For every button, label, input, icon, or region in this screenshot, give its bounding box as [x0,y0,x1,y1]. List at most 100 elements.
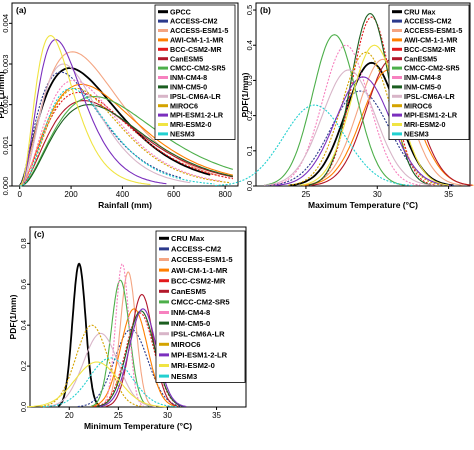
series-line [19,91,234,187]
series-line [264,34,405,186]
legend-entry: BCC-CSM2-MR [171,276,226,285]
legend-entry: ACCESS-ESM1-5 [170,26,228,35]
y-tick-label: 0.4 [19,320,28,330]
legend-entry: MRI-ESM2-0 [404,120,446,129]
x-tick-label: 30 [373,190,382,199]
legend-entry: INM-CM4-8 [171,308,210,317]
chart-panel-1: 0 200 400 600 800 0.000 0.001 0.002 0.003 0.004 (a… [0,2,239,210]
series-line [105,293,179,407]
legend-entry: IPSL-CM6A-LR [170,92,222,101]
legend-entry: AWI-CM-1-1-MR [170,35,224,44]
legend-entry: ACCESS-ESM1-5 [404,26,462,35]
x-tick-label: 25 [114,411,123,420]
y-tick-label: 0.2 [245,110,254,120]
y-tick-label: 0.5 [245,5,254,15]
legend-entry: INM-CM4-8 [404,73,441,82]
legend-entry: MPI-ESM1-2-LR [170,111,224,120]
legend-entry: NESM3 [171,372,197,381]
legend-entry: BCC-CSM2-MR [170,45,222,54]
legend-entry: ACCESS-CM2 [170,17,218,26]
legend-entry: CRU Max [171,234,205,243]
series-line [40,324,144,408]
x-tick-label: 20 [65,411,74,420]
x-axis-label: Rainfall (mm) [98,200,152,210]
series-line [96,310,186,407]
legend-entry: BCC-CSM2-MR [404,45,456,54]
legend-entry: IPSL-CM6A-LR [171,329,225,338]
y-tick-label: 0.003 [1,55,10,74]
series-line [18,67,211,187]
legend-entry: INM-CM4-8 [170,73,207,82]
x-tick-label: 35 [444,190,453,199]
panel-label: (a) [16,5,27,15]
series-line [19,87,215,187]
series-line [288,51,444,186]
series-line [19,104,234,187]
legend-entry: MIROC6 [404,101,432,110]
series-line [90,308,178,407]
legend-box [155,230,246,383]
y-tick-label: 0.6 [19,279,28,289]
legend-box [154,4,236,141]
legend-entry: MPI-ESM1-2-LR [404,111,458,120]
legend-entry: INM-CM5-0 [404,82,441,91]
series-line [77,328,185,408]
series-line [19,79,223,187]
y-tick-label: 0.2 [19,361,28,371]
legend-entry: NESM3 [170,129,195,138]
legend-entry: INM-CM5-0 [171,319,210,328]
y-tick-label: 0.001 [1,136,10,155]
series-line [27,361,167,408]
legend-entry: CRU Max [404,7,436,16]
x-tick-label: 35 [212,411,221,420]
series-line [99,308,187,407]
series-line [43,357,178,408]
legend-entry: CanESM5 [170,54,203,63]
series-line [19,63,191,187]
y-tick-label: 0.4 [245,40,254,50]
y-tick-label: 0.0 [245,181,254,191]
legend-entry: ACCESS-ESM1-5 [171,255,233,264]
chart-panel-3: 20 25 30 35 0.0 0.2 0.4 0.6 0.8 (c) Minimum Temper… [8,226,247,431]
y-tick-label: 0.3 [245,75,254,85]
series-line [19,87,231,187]
legend-entry: MIROC6 [171,340,201,349]
legend-entry: IPSL-CM6A-LR [404,92,456,101]
legend-entry: NESM3 [404,129,429,138]
x-tick-label: 400 [116,190,130,199]
series-line [271,44,421,186]
legend-entry: AWI-CM-1-1-MR [171,266,228,275]
series-line [299,44,450,186]
series-line [215,104,414,187]
legend-entry: CanESM5 [171,287,207,296]
legend-entry: CanESM5 [404,54,437,63]
legend: GPCCACCESS-CM2ACCESS-ESM1-5AWI-CM-1-1-MR… [154,4,236,141]
y-axis-label: PDF(1/mm) [240,72,250,117]
series-line [19,51,219,187]
series-line [263,69,434,186]
series-line [19,96,234,187]
legend-entry: CMCC-CM2-SR5 [404,64,460,73]
y-axis-label: PDF(1/mm) [8,294,18,339]
series-line [308,13,432,186]
legend-entry: MIROC6 [170,101,198,110]
series-line [19,39,167,187]
x-axis-label: Minimum Temperature (°C) [84,421,192,431]
legend-entry: ACCESS-CM2 [404,17,452,26]
legend-entry: CMCC-CM2-SR5 [171,298,230,307]
legend-entry: ACCESS-CM2 [171,245,221,254]
series-line [102,271,154,407]
x-tick-label: 200 [64,190,78,199]
x-tick-label: 0 [17,190,22,199]
series-line [57,262,101,407]
series-line [302,58,464,186]
y-tick-label: 0.0 [19,402,28,412]
plot-frame [11,2,239,187]
y-tick-label: 0.004 [1,14,10,33]
panel-label: (b) [260,5,271,15]
series-line [19,100,234,187]
x-tick-label: 25 [301,190,310,199]
y-axis-label: PDF (1/mm) [0,71,6,118]
